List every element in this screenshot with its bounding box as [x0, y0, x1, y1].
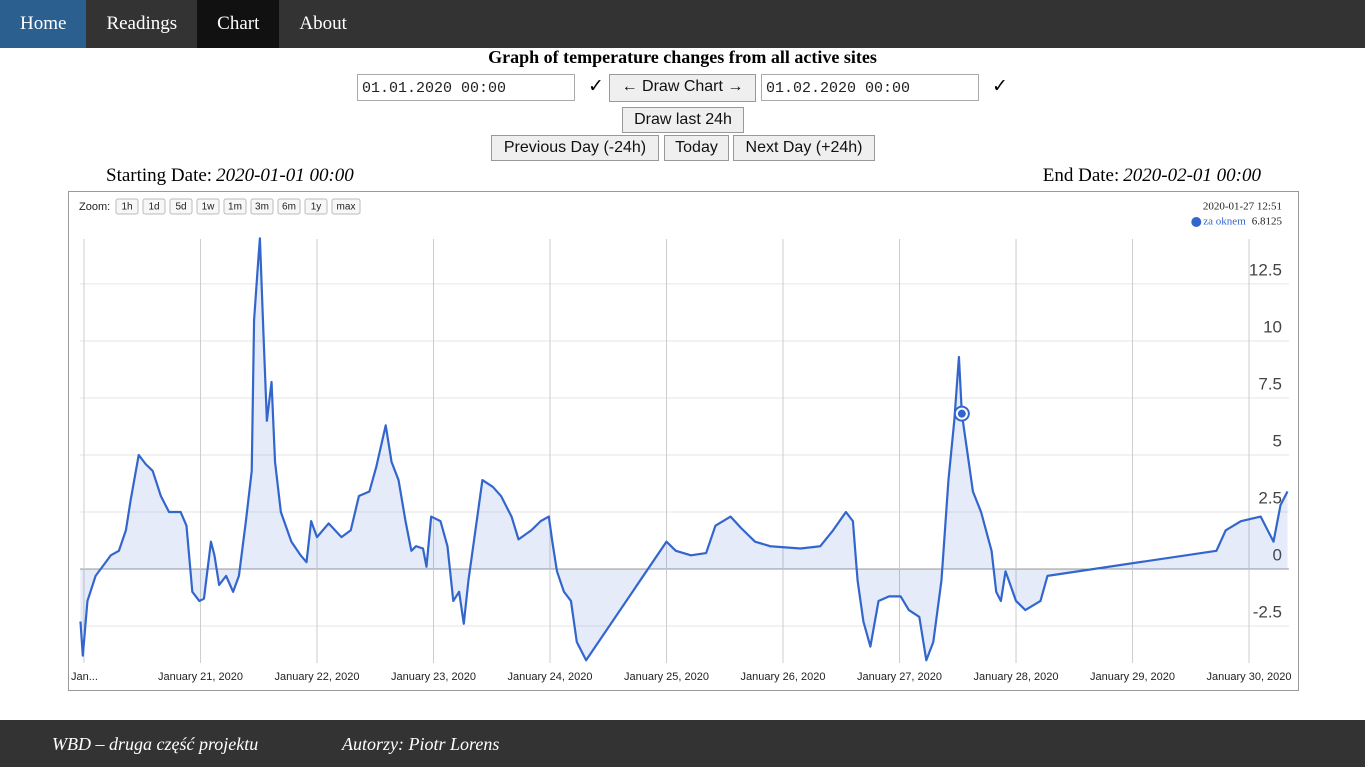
value: 2020-02-01 00:00 — [1123, 165, 1261, 186]
y-tick-label: 12.5 — [1249, 260, 1282, 279]
footer: WBD – druga część projektu Autorzy: Piot… — [0, 720, 1365, 767]
nav-link[interactable]: Home — [0, 0, 87, 48]
x-tick-label: January 28, 2020 — [974, 671, 1059, 683]
zoom-option: 3m — [255, 202, 269, 213]
zoom-button[interactable] — [277, 198, 301, 215]
y-tick-label: 0 — [1273, 546, 1282, 565]
end-date: End Date: 2020-02-01 00:00 — [1043, 165, 1261, 187]
next-day-button[interactable]: Next Day (+24h) — [733, 135, 875, 161]
y-tick-label: 2.5 — [1258, 488, 1282, 507]
y-tick-label: -2.5 — [1253, 603, 1282, 622]
zoom-button[interactable] — [304, 198, 328, 215]
zoom-option: max — [337, 202, 356, 213]
zoom-button[interactable] — [331, 198, 361, 215]
zoom-option: 1m — [228, 202, 242, 213]
zoom-button[interactable] — [250, 198, 274, 215]
chart: Zoom: 1h 1d 5d 1w 1m 3m 6m 1y max -2.5 0 2.5 5 7.5 10 12… — [71, 198, 1292, 683]
today-button[interactable]: Today — [664, 135, 729, 161]
nav-link[interactable]: Chart — [197, 0, 280, 48]
zoom-button[interactable] — [196, 198, 220, 215]
zoom-button[interactable] — [223, 198, 247, 215]
zoom-button[interactable] — [142, 198, 166, 215]
zoom-button[interactable] — [115, 198, 139, 215]
check: ✓ — [588, 75, 604, 97]
end-input[interactable]: 01.02.2020 00:00 — [761, 74, 979, 101]
prev-day-button[interactable]: Previous Day (-24h) — [491, 135, 659, 161]
draw-chart-button[interactable]: ← Draw Chart → — [609, 74, 756, 102]
y-tick-label: 7.5 — [1258, 374, 1282, 393]
x-tick-label: Jan... — [71, 671, 98, 683]
zoom-option: 1d — [148, 202, 159, 213]
y-tick-label: 5 — [1273, 431, 1282, 450]
nav-link[interactable]: Readings — [106, 13, 178, 34]
chart-box: Zoom: 1h 1d 5d 1w 1m 3m 6m 1y max -2.5 0 2.5 5 7.5 10 12… — [68, 191, 1299, 691]
legend-name: za oknem — [1203, 216, 1246, 228]
x-tick-label: January 24, 2020 — [507, 671, 592, 683]
line — [79, 237, 1289, 662]
legend-dot — [1191, 217, 1202, 227]
page-title: Graph of temperature changes from all ac… — [488, 47, 877, 67]
draw-last-button[interactable]: Draw last 24h — [622, 107, 744, 133]
highlight-dot — [957, 409, 966, 418]
area — [80, 238, 1288, 661]
value: 2020-01-01 00:00 — [216, 165, 354, 186]
zoom-label: Zoom: — [79, 201, 110, 213]
start-date: Starting Date: 2020-01-01 00:00 — [106, 165, 354, 187]
zoom-option: 1w — [202, 202, 216, 213]
footer-text: Autorzy: Piotr Lorens — [342, 734, 500, 754]
check: ✓ — [992, 75, 1008, 97]
tooltip-value: 6.8125 — [1252, 216, 1283, 228]
zoom-option: 5d — [175, 202, 186, 213]
y-tick-label: 10 — [1263, 317, 1282, 336]
x-tick-label: January 23, 2020 — [391, 671, 476, 683]
x-tick-label: January 25, 2020 — [624, 671, 709, 683]
zoom-option: 6m — [282, 202, 296, 213]
label: End Date: — [1042, 165, 1120, 186]
zoom-option: 1y — [311, 202, 322, 213]
tooltip-date: 2020-01-27 12:51 — [1203, 201, 1282, 213]
x-tick-label: January 27, 2020 — [857, 671, 942, 683]
zoom-button[interactable] — [169, 198, 193, 215]
x-tick-label: January 29, 2020 — [1090, 671, 1175, 683]
x-tick-label: January 30, 2020 — [1207, 671, 1292, 683]
start-input[interactable]: 01.01.2020 00:00 — [357, 74, 575, 101]
nav-bar: Home Readings Chart About — [0, 0, 1365, 48]
nav-link[interactable]: About — [299, 13, 347, 34]
x-tick-label: January 21, 2020 — [158, 671, 243, 683]
label: Starting Date: — [106, 165, 213, 186]
footer-text: WBD – druga część projektu — [52, 734, 259, 754]
zoom-option: 1h — [121, 202, 132, 213]
x-tick-label: January 22, 2020 — [274, 671, 359, 683]
x-tick-label: January 26, 2020 — [740, 671, 825, 683]
